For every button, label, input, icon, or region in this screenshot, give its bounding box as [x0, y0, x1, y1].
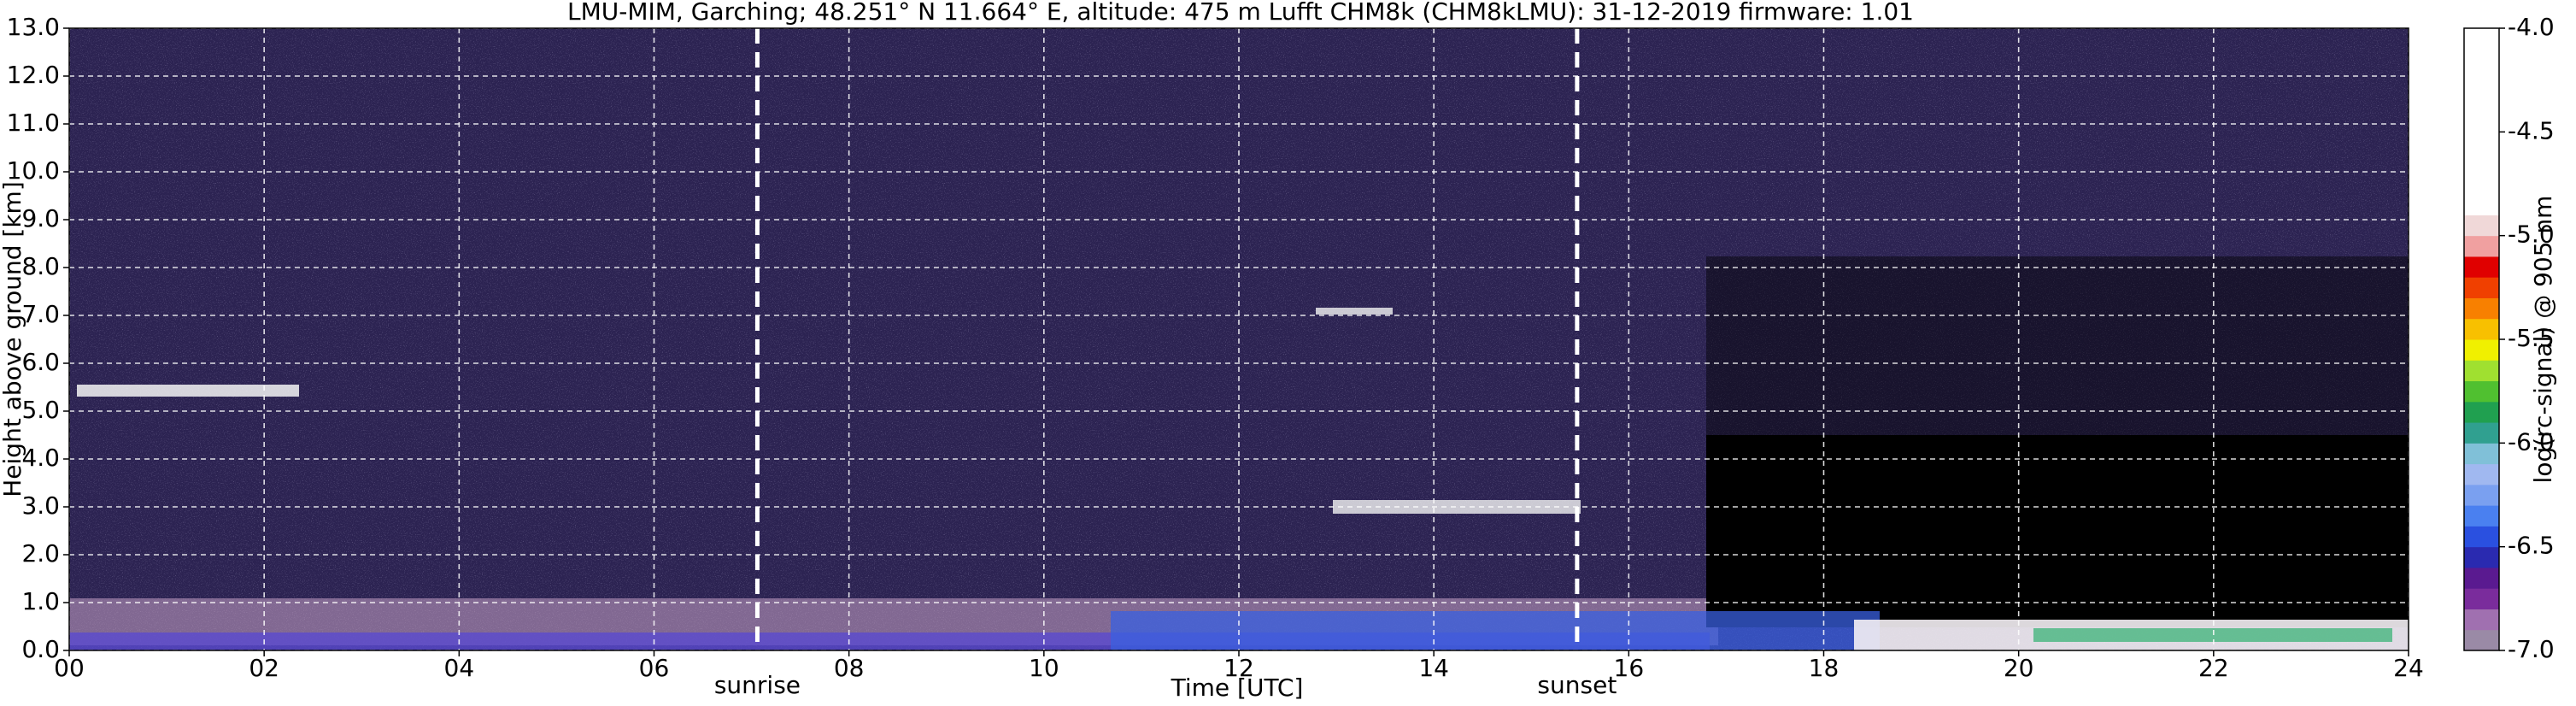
colorbar-segment — [2464, 463, 2499, 485]
y-tick-label: 3.0 — [21, 491, 60, 520]
colorbar-segment — [2464, 588, 2499, 609]
colorbar-segment — [2464, 256, 2499, 278]
x-tick-label: 24 — [2393, 654, 2424, 682]
y-tick-label: 13.0 — [7, 13, 60, 41]
y-tick-label: 6.0 — [21, 348, 60, 376]
y-tick-label: 11.0 — [7, 109, 60, 137]
colorbar-tick-label: -7.0 — [2508, 635, 2555, 663]
colorbar-segment — [2464, 609, 2499, 631]
x-tick-label: 06 — [639, 654, 670, 682]
y-tick-label: 10.0 — [7, 156, 60, 185]
x-tick-label: 14 — [1418, 654, 1449, 682]
colorbar-segment — [2464, 90, 2499, 112]
colorbar-tick-label: -4.5 — [2508, 116, 2555, 144]
event-label: sunrise — [714, 671, 801, 699]
y-tick-label: 0.0 — [21, 635, 60, 663]
y-tick-label: 5.0 — [21, 396, 60, 424]
colorbar-segment — [2464, 505, 2499, 527]
colorbar-segment — [2464, 484, 2499, 506]
event-label: sunset — [1537, 671, 1617, 699]
x-tick-label: 18 — [1809, 654, 1840, 682]
x-tick-label: 20 — [2004, 654, 2034, 682]
colorbar-tick-label: -4.0 — [2508, 13, 2555, 41]
colorbar-segment — [2464, 360, 2499, 382]
colorbar-segment — [2464, 401, 2499, 423]
colorbar-segment — [2464, 152, 2499, 174]
colorbar-segment — [2464, 277, 2499, 298]
colorbar-tick-label: -6.5 — [2508, 532, 2555, 560]
x-tick-label: 02 — [249, 654, 279, 682]
y-tick-label: 1.0 — [21, 587, 60, 615]
colorbar-segment — [2464, 567, 2499, 589]
colorbar-segment — [2464, 297, 2499, 320]
colorbar-tick-label: -6.0 — [2508, 427, 2555, 456]
colorbar-tick-label: -5.5 — [2508, 324, 2555, 352]
y-tick-label: 9.0 — [21, 204, 60, 232]
y-axis-label: Height above ground [km] — [0, 181, 26, 497]
colorbar-label: log(rc-signal) @ 905 nm — [2529, 196, 2557, 484]
colorbar-segment — [2464, 111, 2499, 132]
x-tick-label: 04 — [444, 654, 475, 682]
x-axis-label: Time [UTC] — [1171, 674, 1304, 702]
colorbar-segment — [2464, 318, 2499, 340]
colorbar-segment — [2464, 132, 2499, 154]
y-tick-label: 4.0 — [21, 444, 60, 472]
y-tick-label: 2.0 — [21, 539, 60, 568]
colorbar-segment — [2464, 173, 2499, 195]
y-tick-label: 8.0 — [21, 252, 60, 280]
colorbar-segment — [2464, 194, 2499, 215]
colorbar-tick-label: -5.0 — [2508, 221, 2555, 249]
colorbar-segment — [2464, 339, 2499, 361]
colorbar-segment — [2464, 422, 2499, 444]
colorbar-segment — [2464, 526, 2499, 548]
x-tick-label: 12 — [1223, 654, 1254, 682]
x-tick-label: 16 — [1614, 654, 1645, 682]
colorbar-segment — [2464, 49, 2499, 71]
colorbar-segment — [2464, 380, 2499, 403]
colorbar-segment — [2464, 235, 2499, 257]
colorbar-segment — [2464, 443, 2499, 465]
x-tick-label: 22 — [2198, 654, 2229, 682]
x-tick-label: 08 — [834, 654, 865, 682]
chart-title: LMU-MIM, Garching; 48.251° N 11.664° E, … — [567, 0, 1914, 26]
colorbar-segment — [2464, 28, 2499, 50]
colorbar-segment — [2464, 546, 2499, 568]
colorbar-segment — [2464, 629, 2499, 651]
colorbar-segment — [2464, 69, 2499, 91]
x-tick-label: 10 — [1029, 654, 1059, 682]
y-tick-label: 12.0 — [7, 61, 60, 89]
colorbar-segment — [2464, 215, 2499, 237]
x-tick-label: 00 — [54, 654, 85, 682]
y-tick-label: 7.0 — [21, 300, 60, 328]
